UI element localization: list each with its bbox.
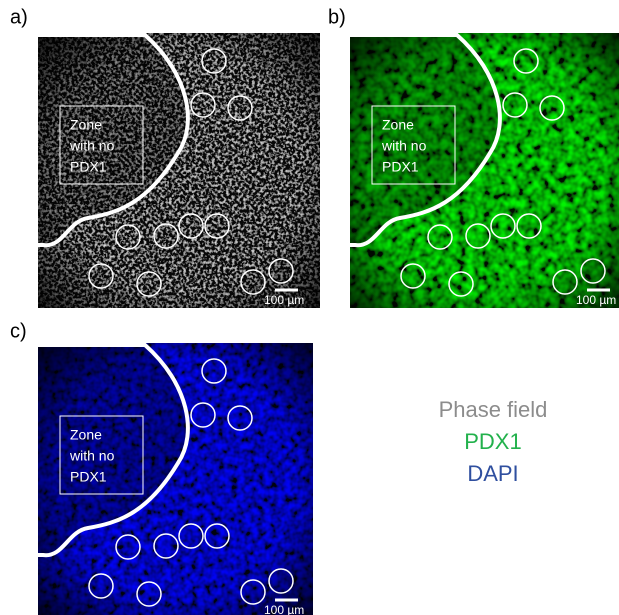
- micrograph: Zone with no PDX1 100 µm: [350, 33, 619, 308]
- zone-label: PDX1: [382, 159, 419, 175]
- scale-label: 100 µm: [264, 603, 304, 615]
- page: {"panels": [ {"label": "a)", "zone_label…: [0, 0, 619, 615]
- panel-label: c): [10, 320, 27, 342]
- figure: a) Zone with no PDX1 100 µm b) Zone with no PDX1…: [0, 0, 619, 615]
- zone-label: with no: [381, 138, 427, 154]
- panel-label: a): [10, 6, 28, 28]
- legend-entry: PDX1: [464, 429, 521, 454]
- zone-label: Zone: [382, 117, 414, 133]
- scale-label: 100 µm: [576, 293, 616, 307]
- panel-label: b): [328, 6, 346, 28]
- micrograph: Zone with no PDX1 100 µm: [38, 33, 320, 308]
- legend-entry: DAPI: [467, 461, 518, 486]
- zone-label: PDX1: [70, 159, 107, 175]
- zone-label: with no: [69, 448, 115, 464]
- zone-label: with no: [69, 138, 115, 154]
- micrograph: Zone with no PDX1 100 µm: [38, 343, 313, 615]
- legend-entry: Phase field: [439, 397, 548, 422]
- zone-label: PDX1: [70, 469, 107, 485]
- scale-label: 100 µm: [264, 293, 304, 307]
- zone-label: Zone: [70, 427, 102, 443]
- zone-label: Zone: [70, 117, 102, 133]
